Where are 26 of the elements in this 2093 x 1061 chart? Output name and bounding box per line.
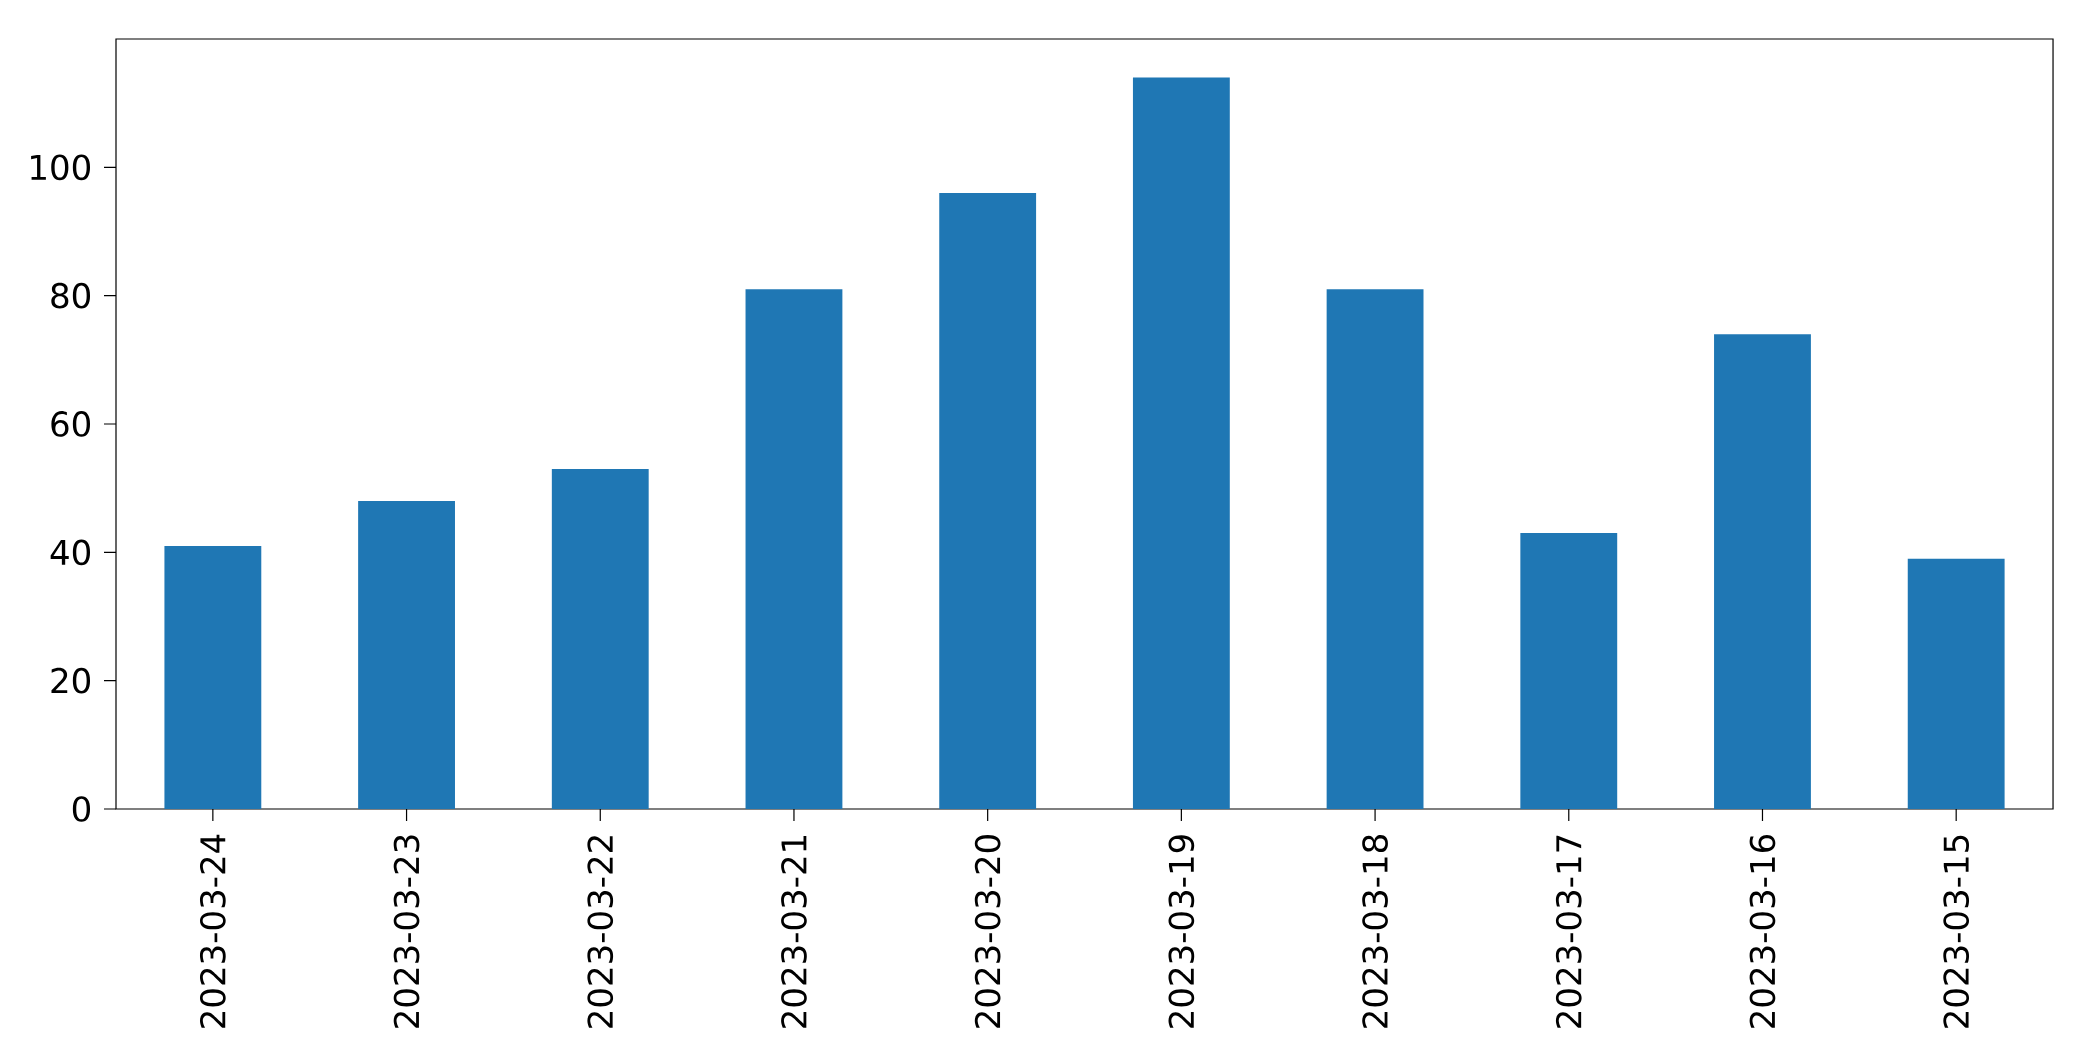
x-tick-label: 2023-03-19 — [1168, 835, 1195, 1028]
bar — [745, 289, 843, 809]
x-tick-label: 2023-03-17 — [1555, 835, 1582, 1028]
bar — [164, 545, 262, 809]
x-tick-label: 2023-03-18 — [1362, 835, 1388, 1028]
bar — [1326, 289, 1424, 809]
y-tick-label: 60 — [51, 411, 91, 437]
x-tick-label: 2023-03-20 — [974, 835, 1001, 1028]
x-tick-label: 2023-03-23 — [393, 835, 420, 1028]
x-tick-label: 2023-03-21 — [781, 835, 807, 1028]
y-tick-label: 100 — [31, 154, 91, 181]
bar — [1520, 533, 1618, 809]
y-tick-label: 80 — [51, 282, 91, 309]
y-tick-label: 40 — [50, 539, 91, 566]
x-tick-label: 2023-03-24 — [199, 834, 226, 1028]
x-tick-label: 2023-03-22 — [587, 836, 614, 1028]
x-tick-label: 2023-03-16 — [1749, 834, 1776, 1028]
bar — [1907, 558, 2005, 809]
bar — [1714, 334, 1811, 809]
bar — [939, 192, 1037, 809]
bar — [1132, 77, 1230, 809]
bar — [551, 468, 649, 809]
y-tick-label: 20 — [51, 667, 91, 694]
x-tick-label: 2023-03-15 — [1943, 835, 1970, 1028]
bar — [358, 501, 455, 809]
y-tick-label: 0 — [72, 796, 91, 822]
